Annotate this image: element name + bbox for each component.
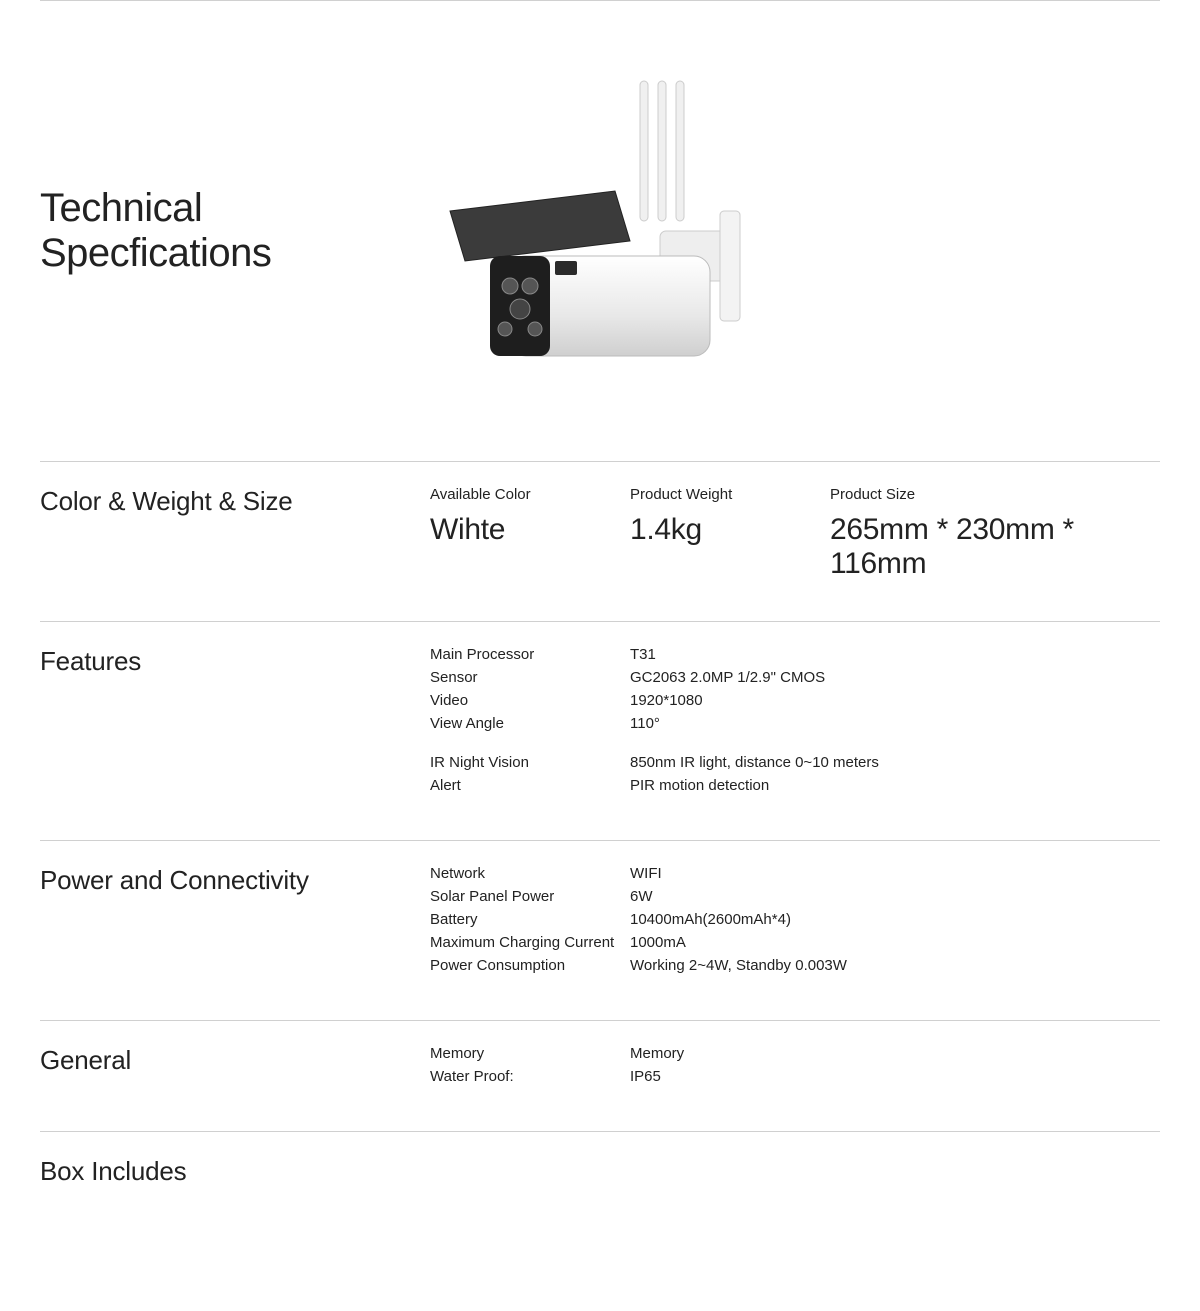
- product-camera-icon: [430, 61, 810, 401]
- spec-value: 110°: [630, 715, 1160, 732]
- general-content: MemoryMemoryWater Proof:IP65: [430, 1045, 1160, 1091]
- spec-value: IP65: [630, 1068, 1160, 1085]
- spec-value: Working 2~4W, Standby 0.003W: [630, 957, 1160, 974]
- power-title: Power and Connectivity: [40, 865, 430, 896]
- cws-size-value: 265mm * 230mm * 116mm: [830, 513, 1160, 581]
- spec-key: Power Consumption: [430, 957, 630, 974]
- spec-key: Memory: [430, 1045, 630, 1062]
- cws-weight-value: 1.4kg: [630, 513, 830, 547]
- cws-weight-label: Product Weight: [630, 486, 830, 503]
- hero-title-col: Technical Specfications: [40, 186, 430, 276]
- power-title-col: Power and Connectivity: [40, 865, 430, 980]
- spec-row: Water Proof:IP65: [430, 1068, 1160, 1085]
- cws-size: Product Size 265mm * 230mm * 116mm: [830, 486, 1160, 581]
- spec-value: GC2063 2.0MP 1/2.9" CMOS: [630, 669, 1160, 686]
- spec-row: IR Night Vision850nm IR light, distance …: [430, 754, 1160, 771]
- spec-row: NetworkWIFI: [430, 865, 1160, 882]
- features-title: Features: [40, 646, 430, 677]
- general-title-col: General: [40, 1045, 430, 1091]
- features-section: Features Main ProcessorT31SensorGC2063 2…: [40, 621, 1160, 840]
- spec-key: View Angle: [430, 715, 630, 732]
- general-section: General MemoryMemoryWater Proof:IP65: [40, 1020, 1160, 1131]
- cws-content: Available Color Wihte Product Weight 1.4…: [430, 486, 1160, 581]
- spec-row: Video1920*1080: [430, 692, 1160, 709]
- spec-row: SensorGC2063 2.0MP 1/2.9" CMOS: [430, 669, 1160, 686]
- spec-row: AlertPIR motion detection: [430, 777, 1160, 794]
- spec-value: 1000mA: [630, 934, 1160, 951]
- spec-value: WIFI: [630, 865, 1160, 882]
- spec-key: Water Proof:: [430, 1068, 630, 1085]
- spec-key: Sensor: [430, 669, 630, 686]
- spec-key: Main Processor: [430, 646, 630, 663]
- box-title: Box Includes: [40, 1156, 1160, 1187]
- features-content: Main ProcessorT31SensorGC2063 2.0MP 1/2.…: [430, 646, 1160, 800]
- spec-value: Memory: [630, 1045, 1160, 1062]
- spec-row: View Angle110°: [430, 715, 1160, 732]
- spec-row: Solar Panel Power6W: [430, 888, 1160, 905]
- general-title: General: [40, 1045, 430, 1076]
- cws-color-value: Wihte: [430, 513, 630, 547]
- hero-image-wrap: [430, 61, 1160, 401]
- cws-title: Color & Weight & Size: [40, 486, 430, 517]
- spec-row: MemoryMemory: [430, 1045, 1160, 1062]
- spec-value: PIR motion detection: [630, 777, 1160, 794]
- spec-key: Maximum Charging Current: [430, 934, 630, 951]
- hero-section: Technical Specfications: [40, 0, 1160, 461]
- spec-key: Video: [430, 692, 630, 709]
- cws-title-col: Color & Weight & Size: [40, 486, 430, 581]
- spec-value: T31: [630, 646, 1160, 663]
- cws-weight: Product Weight 1.4kg: [630, 486, 830, 581]
- cws-color-label: Available Color: [430, 486, 630, 503]
- spec-value: 1920*1080: [630, 692, 1160, 709]
- power-content: NetworkWIFISolar Panel Power6WBattery104…: [430, 865, 1160, 980]
- spec-row: Main ProcessorT31: [430, 646, 1160, 663]
- spec-key: Alert: [430, 777, 630, 794]
- spec-key: Battery: [430, 911, 630, 928]
- hero-title: Technical Specfications: [40, 186, 430, 276]
- cws-color: Available Color Wihte: [430, 486, 630, 581]
- features-title-col: Features: [40, 646, 430, 800]
- box-section: Box Includes: [40, 1131, 1160, 1287]
- spec-key: Solar Panel Power: [430, 888, 630, 905]
- spec-value: 6W: [630, 888, 1160, 905]
- power-section: Power and Connectivity NetworkWIFISolar …: [40, 840, 1160, 1020]
- cws-section: Color & Weight & Size Available Color Wi…: [40, 461, 1160, 621]
- spec-key: Network: [430, 865, 630, 882]
- spec-key: IR Night Vision: [430, 754, 630, 771]
- cws-row: Available Color Wihte Product Weight 1.4…: [430, 486, 1160, 581]
- spec-value: 10400mAh(2600mAh*4): [630, 911, 1160, 928]
- spec-value: 850nm IR light, distance 0~10 meters: [630, 754, 1160, 771]
- spec-row: Power ConsumptionWorking 2~4W, Standby 0…: [430, 957, 1160, 974]
- spec-row: Maximum Charging Current1000mA: [430, 934, 1160, 951]
- cws-size-label: Product Size: [830, 486, 1160, 503]
- spec-row: Battery10400mAh(2600mAh*4): [430, 911, 1160, 928]
